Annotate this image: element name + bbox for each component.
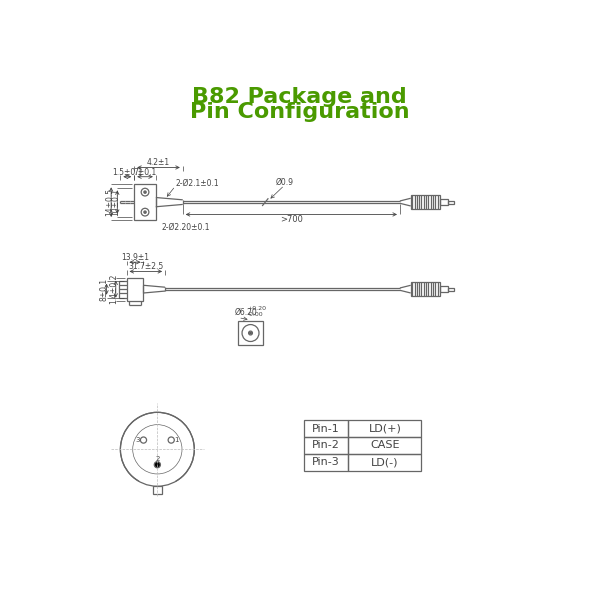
Bar — [238, 321, 263, 346]
Bar — [304, 420, 349, 437]
Bar — [349, 437, 421, 454]
Text: Pin-3: Pin-3 — [312, 457, 340, 467]
Text: 4.2±1: 4.2±1 — [147, 158, 170, 167]
Text: CASE: CASE — [370, 440, 400, 451]
Text: 13.9±1: 13.9±1 — [121, 253, 149, 262]
Bar — [304, 454, 349, 471]
Bar — [127, 278, 143, 301]
Text: LD(-): LD(-) — [371, 457, 398, 467]
Circle shape — [154, 461, 160, 468]
Text: 7±0.1: 7±0.1 — [133, 167, 157, 176]
Bar — [448, 200, 454, 203]
Text: 1.4±0.2: 1.4±0.2 — [109, 274, 118, 304]
Circle shape — [250, 332, 251, 334]
Bar — [153, 486, 162, 494]
Text: Pin Configuration: Pin Configuration — [190, 102, 410, 122]
Text: 2-Ø2.1±0.1: 2-Ø2.1±0.1 — [175, 179, 219, 188]
Bar — [410, 282, 440, 296]
Text: Ø0.9: Ø0.9 — [275, 178, 293, 187]
Text: 2-Ø2.20±0.1: 2-Ø2.20±0.1 — [162, 223, 211, 232]
Bar — [349, 454, 421, 471]
Text: 3: 3 — [136, 437, 140, 443]
Text: +0.20
 0.00: +0.20 0.00 — [247, 306, 266, 317]
Text: >700: >700 — [280, 215, 303, 224]
Text: 10±0.1: 10±0.1 — [111, 188, 120, 216]
Text: B82 Package and: B82 Package and — [193, 86, 407, 107]
Bar — [448, 287, 454, 290]
Text: 1: 1 — [175, 437, 179, 443]
Bar — [440, 286, 448, 292]
Bar — [440, 199, 448, 205]
Bar — [349, 420, 421, 437]
Text: Pin-2: Pin-2 — [312, 440, 340, 451]
Text: 31.7±2.5: 31.7±2.5 — [128, 262, 163, 271]
Text: 14±0.5: 14±0.5 — [105, 188, 114, 216]
Text: 1.5±0.1: 1.5±0.1 — [112, 167, 143, 176]
Text: 2: 2 — [155, 455, 160, 461]
Bar — [304, 437, 349, 454]
Text: Ø6.20: Ø6.20 — [235, 308, 257, 317]
Bar — [410, 195, 440, 209]
Circle shape — [144, 191, 146, 193]
Text: LD(+): LD(+) — [368, 424, 401, 434]
Text: 8±0.1: 8±0.1 — [100, 278, 109, 301]
Circle shape — [144, 211, 146, 213]
Bar — [134, 184, 156, 220]
Text: Pin-1: Pin-1 — [312, 424, 340, 434]
